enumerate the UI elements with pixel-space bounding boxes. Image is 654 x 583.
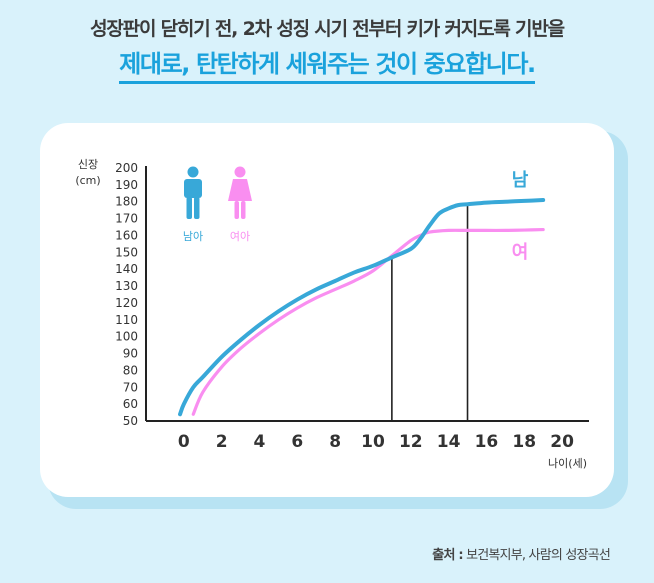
label-layer: 신장 (cm) 나이(세) 남여 (75, 158, 587, 470)
y-tick-label: 80 (123, 363, 138, 377)
legend-layer: 남아 여아 (183, 166, 252, 243)
male-leg-left (186, 197, 192, 219)
male-person-icon (184, 166, 202, 219)
female-leg-left (234, 201, 239, 219)
female-person-icon (228, 166, 252, 219)
subhead: 제대로, 탄탄하게 세워주는 것이 중요합니다. (0, 44, 654, 84)
female-head (234, 166, 246, 178)
series-line-male (178, 198, 546, 417)
male-head (187, 166, 199, 178)
female-dress (228, 179, 252, 201)
y-tick-label: 180 (115, 195, 138, 209)
x-tick-label: 4 (254, 432, 266, 452)
x-tick-label: 0 (178, 432, 190, 452)
x-tick-label: 16 (475, 432, 499, 452)
y-tick-label: 100 (115, 330, 138, 344)
x-axis-label: 나이(세) (548, 457, 587, 470)
y-tick-label: 200 (115, 161, 138, 175)
source-note: 출처 : 보건복지부, 사람의 성장곡선 (432, 544, 611, 563)
x-tick-label: 12 (399, 432, 423, 452)
legend-label-male: 남아 (183, 230, 203, 243)
headline: 성장판이 닫히기 전, 2차 성징 시기 전부터 키가 커지도록 기반을 (90, 18, 565, 40)
x-tick-label: 2 (216, 432, 228, 452)
x-tick-label: 14 (437, 432, 461, 452)
y-tick-label: 110 (115, 313, 138, 327)
chart-card (40, 123, 614, 497)
axis-layer: 5060708090100110120130140150160170180190… (115, 161, 589, 452)
y-tick-label: 50 (123, 414, 138, 428)
y-tick-label: 120 (115, 296, 138, 310)
y-axis-label: (cm) (75, 174, 100, 187)
y-tick-label: 140 (115, 262, 138, 276)
y-tick-label: 130 (115, 279, 138, 293)
male-torso (184, 179, 202, 198)
y-tick-label: 70 (123, 380, 138, 394)
x-tick-label: 10 (361, 432, 385, 452)
x-tick-label: 6 (291, 432, 303, 452)
series-line-female (191, 227, 545, 416)
growth-chart: 5060708090100110120130140150160170180190… (75, 158, 589, 470)
y-tick-label: 170 (115, 212, 138, 226)
male-leg-right (194, 197, 200, 219)
x-tick-label: 20 (550, 432, 574, 452)
reference-lines (391, 205, 469, 421)
female-leg-right (241, 201, 246, 219)
x-tick-label: 18 (512, 432, 536, 452)
source-text: 보건복지부, 사람의 성장곡선 (462, 548, 611, 563)
y-tick-label: 150 (115, 245, 138, 259)
subhead-text: 제대로, 탄탄하게 세워주는 것이 중요합니다. (119, 44, 536, 84)
legend-label-female: 여아 (230, 230, 250, 243)
y-tick-label: 90 (123, 347, 138, 361)
series-label-male: 남 (512, 170, 529, 191)
source-label: 출처 : (432, 548, 463, 563)
series-label-female: 여 (512, 242, 529, 263)
y-tick-label: 160 (115, 228, 138, 242)
series-layer (178, 198, 546, 417)
y-tick-label: 60 (123, 397, 138, 411)
y-tick-label: 190 (115, 178, 138, 192)
y-axis-label: 신장 (78, 158, 98, 171)
x-tick-label: 8 (329, 432, 341, 452)
